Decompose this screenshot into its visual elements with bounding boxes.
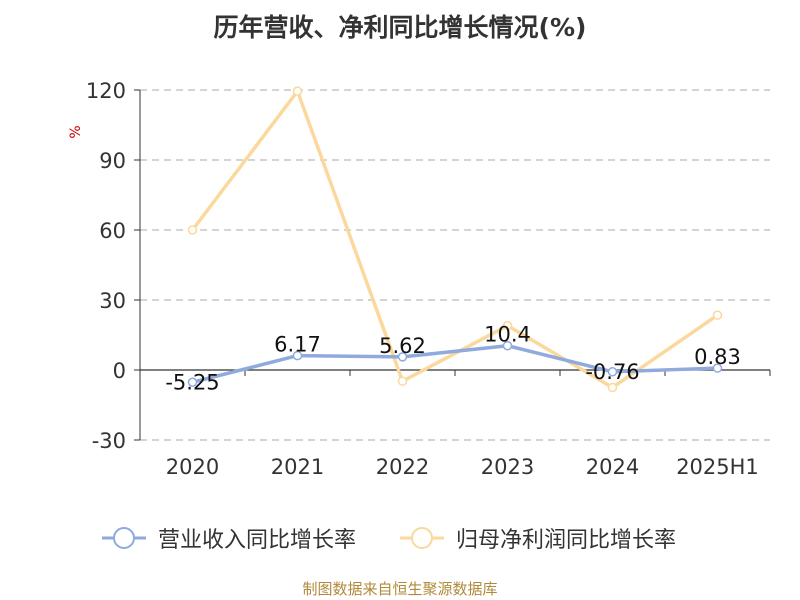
x-tick-label: 2022 bbox=[376, 455, 429, 479]
series-lines bbox=[187, 86, 723, 393]
y-tick-label: 60 bbox=[99, 219, 126, 243]
y-tick-label: 30 bbox=[99, 289, 126, 313]
y-tick-label: 0 bbox=[113, 359, 126, 383]
data-point bbox=[502, 320, 513, 331]
data-point bbox=[607, 367, 618, 377]
data-point bbox=[502, 340, 513, 351]
series-line bbox=[191, 89, 719, 390]
source-note: 制图数据来自恒生聚源数据库 bbox=[302, 580, 498, 598]
data-point bbox=[397, 376, 408, 386]
y-axis-unit: % bbox=[68, 125, 84, 138]
chart-title: 历年营收、净利同比增长情况(%) bbox=[213, 13, 587, 42]
data-point bbox=[292, 350, 303, 361]
data-point bbox=[607, 382, 618, 393]
data-point bbox=[712, 310, 723, 320]
data-point bbox=[712, 363, 723, 373]
legend-line-circle-icon bbox=[400, 527, 444, 549]
x-tick-label: 2024 bbox=[586, 455, 639, 479]
data-point bbox=[292, 86, 303, 96]
data-point bbox=[187, 377, 198, 387]
x-tick-label: 2023 bbox=[481, 455, 534, 479]
legend-item-net-profit[interactable]: 归母净利润同比增长率 bbox=[398, 518, 676, 558]
data-label: 6.17 bbox=[274, 333, 321, 357]
series-line bbox=[192, 343, 718, 384]
legend-label: 营业收入同比增长率 bbox=[158, 528, 357, 553]
grid-lines bbox=[140, 89, 770, 441]
data-label: 5.62 bbox=[379, 334, 426, 358]
legend-line-circle-icon bbox=[102, 527, 146, 549]
data-label: -0.76 bbox=[585, 360, 639, 384]
y-tick-label: 120 bbox=[86, 79, 126, 103]
data-labels: -5.25 6.17 5.62 10.4 -0.76 0.83 bbox=[165, 323, 741, 395]
data-point bbox=[187, 225, 198, 235]
axes: 120 90 60 30 0 -30 2020 2021 2022 2023 2024 2025H1 bbox=[86, 79, 771, 479]
data-label: -5.25 bbox=[165, 370, 219, 394]
data-label: 10.4 bbox=[484, 323, 531, 347]
data-point bbox=[397, 352, 408, 362]
x-tick-label: 2020 bbox=[166, 455, 219, 479]
y-tick-label: 90 bbox=[99, 149, 126, 173]
x-tick-label: 2025H1 bbox=[676, 455, 759, 479]
x-tick-label: 2021 bbox=[271, 455, 324, 479]
y-tick-label: -30 bbox=[92, 429, 126, 453]
legend-label: 归母净利润同比增长率 bbox=[456, 528, 677, 553]
legend-item-revenue[interactable]: 营业收入同比增长率 bbox=[100, 518, 356, 558]
legend: 营业收入同比增长率 归母净利润同比增长率 bbox=[0, 518, 800, 558]
data-label: 0.83 bbox=[694, 345, 741, 369]
